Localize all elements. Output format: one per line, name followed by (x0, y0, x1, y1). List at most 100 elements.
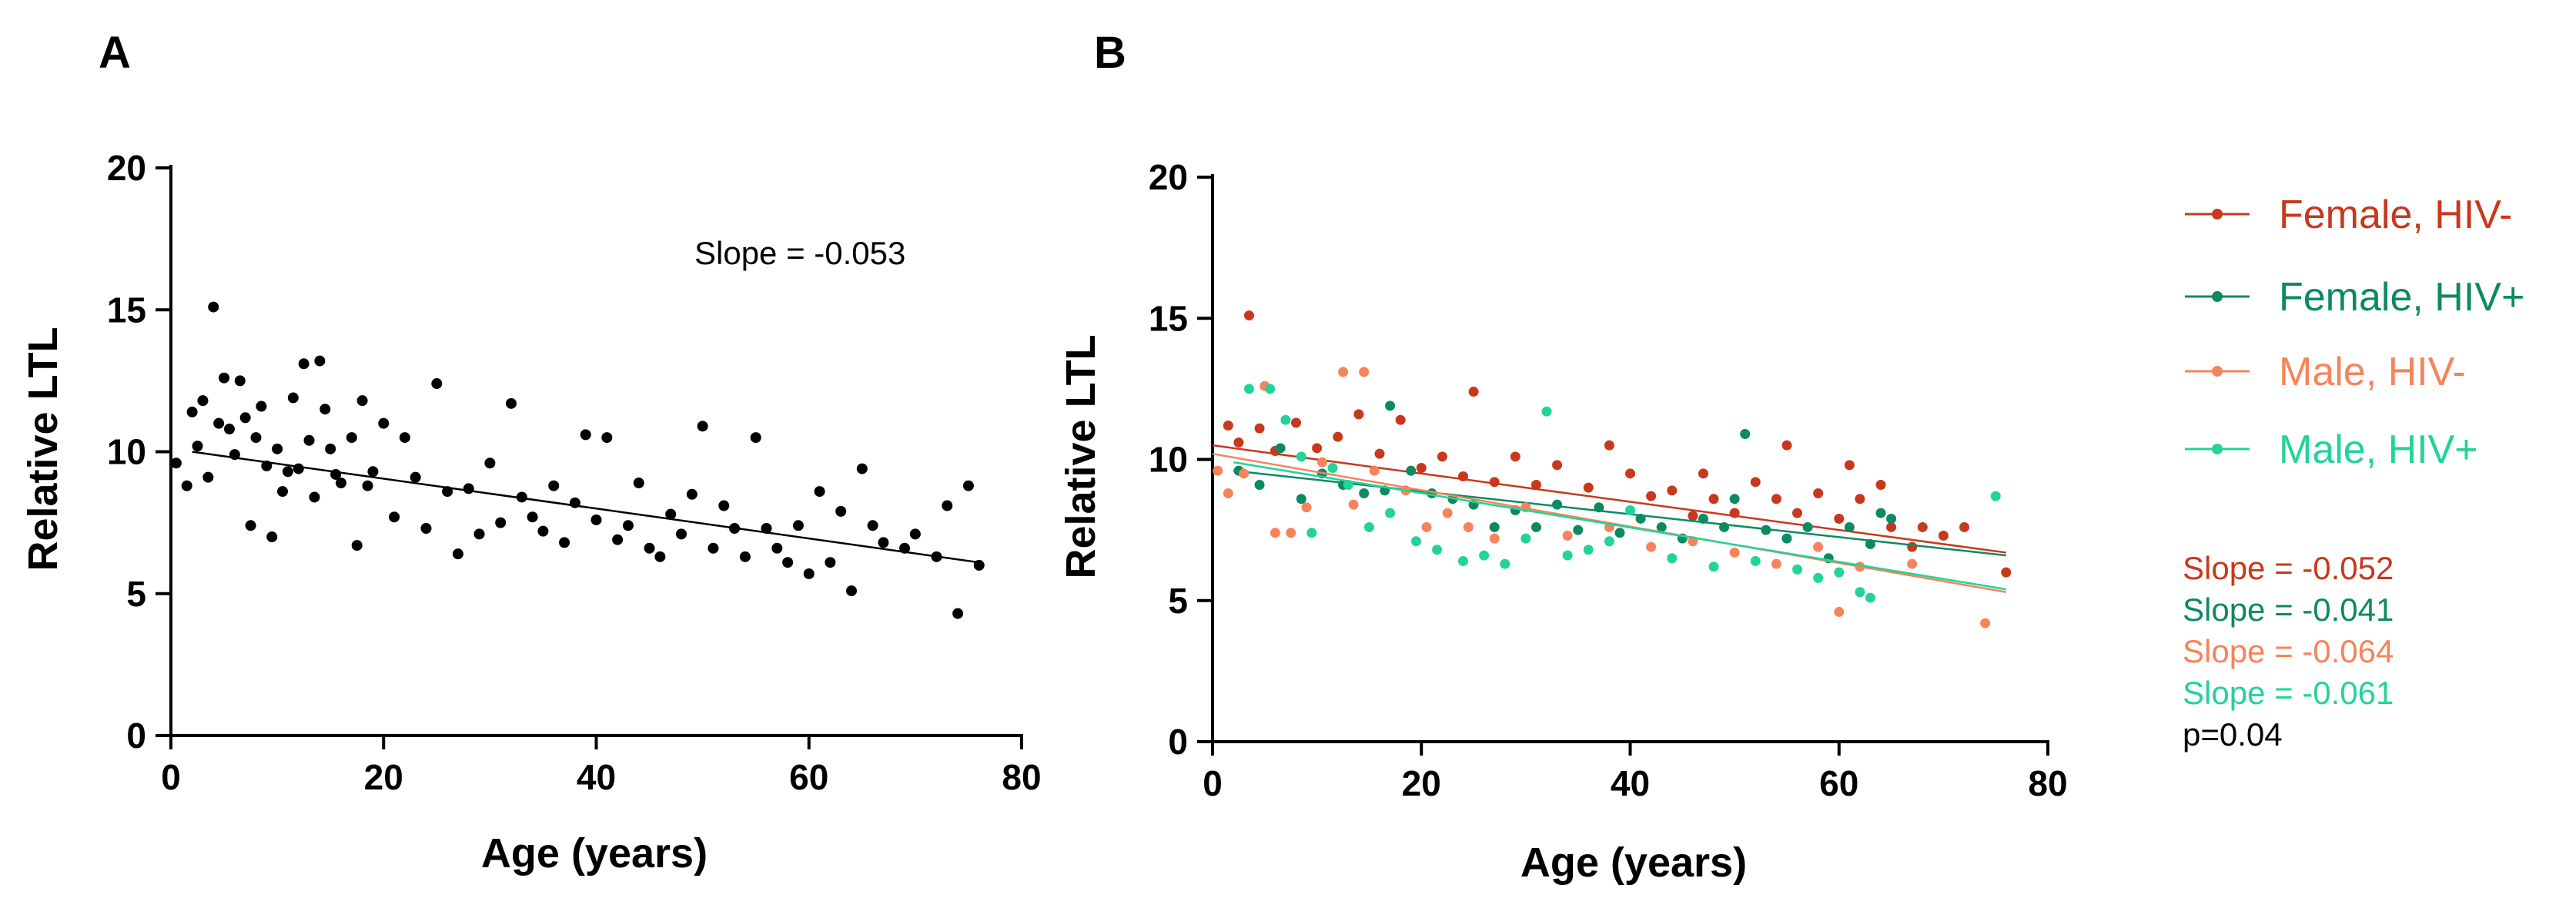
panel-a-data-point (303, 434, 315, 446)
panel-a-data-point (622, 520, 634, 531)
panel-b-data-point (1521, 533, 1531, 544)
panel-b-data-point (1359, 367, 1370, 377)
panel-b-data-point (1834, 567, 1845, 578)
panel-b-data-point (1541, 406, 1552, 417)
panel-a-data-point (686, 488, 698, 500)
panel-letter-a: A (99, 28, 131, 78)
panel-b-data-point (1646, 541, 1657, 552)
panel-a-data-point (256, 401, 267, 412)
panel-b-data-point (1510, 451, 1521, 462)
panel-b-data-point (1327, 462, 1338, 473)
panel-b-data-point (1479, 550, 1490, 561)
panel-b-data-point (1875, 508, 1886, 518)
panel-b-data-point (1213, 465, 1223, 476)
panel-b-x-tick-label: 0 (1203, 763, 1223, 803)
panel-b-x-tick-label: 20 (1402, 763, 1441, 803)
panel-a-data-point (484, 458, 496, 469)
panel-b-data-point (1583, 545, 1594, 555)
panel-b-data-point (1421, 521, 1432, 532)
panel-b-data-point (1552, 499, 1563, 510)
panel-b-data-point (1781, 533, 1792, 544)
panel-a-data-point (309, 491, 320, 503)
panel-a-data-point (612, 534, 624, 545)
panel-a-data-point (782, 557, 794, 568)
panel-b-data-point (1750, 477, 1761, 488)
panel-b-data-point (1771, 558, 1781, 569)
panel-b-data-point (1886, 513, 1897, 524)
legend-label: Female, HIV- (2279, 193, 2512, 237)
panel-b-data-point (1233, 437, 1244, 448)
panel-b-data-point (1223, 421, 1233, 431)
panel-a-data-point (431, 378, 443, 390)
panel-a-data-point (665, 508, 677, 520)
panel-b-data-point (1688, 511, 1698, 521)
panel-a-data-point (282, 466, 293, 478)
panel-b-data-point (1359, 488, 1370, 498)
panel-b-data-point (1333, 431, 1343, 442)
panel-b-y-tick-label: 15 (1149, 298, 1188, 338)
panel-b-data-point (1385, 508, 1396, 518)
panel-a-data-point (644, 542, 655, 554)
panel-b-data-point (1834, 513, 1845, 524)
panel-a-marks: 0 20 40 60 80 0 5 10 15 20 (107, 148, 1042, 797)
panel-a-data-point (962, 480, 974, 491)
panel-b-data-point (1395, 414, 1406, 425)
panel-b-data-point (1855, 587, 1865, 598)
panel-a-data-point (590, 514, 602, 525)
legend-label: Male, HIV- (2279, 350, 2466, 394)
panel-a-y-tick-label: 20 (107, 148, 146, 188)
panel-b-data-point (1286, 528, 1296, 538)
panel-a-data-point (410, 471, 421, 483)
panel-b-data-point (1980, 618, 1991, 628)
panel-a-data-point (277, 486, 289, 498)
panel-a-data-point (452, 548, 463, 560)
panel-b-trendline (1212, 444, 2006, 554)
panel-b-data-point (1243, 310, 1254, 321)
panel-b-data-point (1625, 504, 1635, 515)
panel-a-trendline (192, 451, 979, 564)
panel-a-x-tick-label: 80 (1002, 757, 1041, 797)
panel-b-data-point (1442, 508, 1453, 518)
panel-b-data-point (1855, 494, 1865, 504)
panel-a-data-point (771, 542, 783, 554)
panel-b-data-point (1353, 409, 1364, 420)
panel-a-data-point (601, 432, 613, 444)
panel-a-data-point (527, 511, 538, 523)
panel-a-data-point (378, 417, 390, 429)
panel-a-data-point (559, 537, 570, 548)
panel-b-data-point (1729, 494, 1740, 504)
panel-b-data-point (1239, 468, 1250, 479)
panel-a-data-point (266, 531, 278, 543)
panel-a-data-point (835, 505, 847, 517)
panel-a-data-point (314, 355, 326, 367)
panel-b-data-point (1316, 457, 1327, 468)
legend-label: Male, HIV+ (2279, 427, 2478, 472)
panel-a-data-point (697, 421, 708, 432)
panel-b-data-point (1938, 530, 1949, 541)
panel-b-data-point (1489, 521, 1500, 532)
panel-a-slope-annotation: Slope = -0.053 (694, 235, 905, 271)
panel-b-data-point (1646, 491, 1657, 501)
panel-a-data-point (878, 537, 889, 548)
panel-a-data-point (761, 522, 772, 534)
panel-b-x-tick-label: 80 (2028, 763, 2067, 803)
panel-b-x-tick-label: 60 (1819, 763, 1858, 803)
panel-a-y-axis-title: Relative LTL (20, 327, 66, 571)
panel-a-data-point (208, 301, 219, 313)
panel-a-data-point (293, 463, 304, 474)
panel-b-trendline (1233, 469, 2006, 557)
panel-b-data-point (1708, 494, 1719, 504)
panel-a-data-point (362, 480, 373, 491)
panel-b-data-point (1802, 521, 1813, 532)
panel-b-data-point (1583, 482, 1594, 493)
panel-b-data-point (1740, 429, 1751, 440)
panel-b-data-point (1369, 465, 1380, 476)
panel-a-data-point (633, 478, 644, 489)
panel-b-slope-label: Slope = -0.041 (2183, 592, 2394, 628)
panel-a-data-point (234, 375, 246, 387)
panel-b-marks: 0 20 40 60 80 0 5 10 15 20 (1149, 157, 2068, 803)
panel-b-data-point (1792, 564, 1802, 575)
panel-b-data-point (1552, 460, 1563, 471)
panel-b-data-point (1865, 592, 1875, 603)
